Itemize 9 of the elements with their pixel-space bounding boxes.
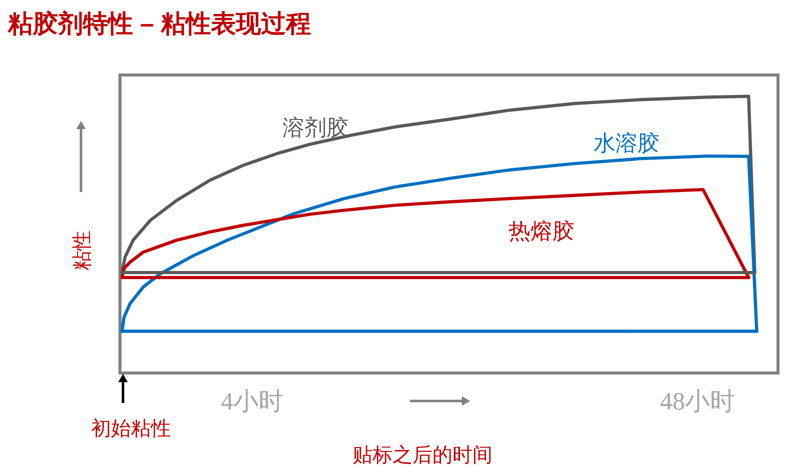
series-label: 溶剂胶 [282, 115, 348, 140]
x-axis-title: 贴标之后的时间 [352, 444, 492, 466]
x-tick-label: 4小时 [220, 388, 284, 416]
series-label: 水溶胶 [593, 130, 660, 156]
text: 初始粘性 [91, 418, 171, 440]
chart-title: 粘胶剂特性 – 粘性表现过程 [7, 10, 311, 38]
y-axis-title: 粘性 [72, 230, 94, 270]
series-label: 热熔胶 [508, 218, 575, 244]
x-tick-label: 48小时 [660, 388, 736, 416]
